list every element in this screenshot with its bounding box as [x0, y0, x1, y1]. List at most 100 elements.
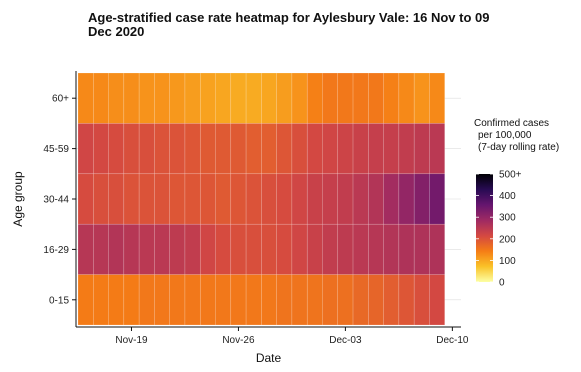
- heatmap-cell: [184, 173, 201, 225]
- heatmap-cell: [429, 274, 445, 326]
- heatmap-cell: [230, 223, 247, 275]
- heatmap-cell: [245, 173, 262, 225]
- heatmap-cell: [77, 123, 94, 175]
- legend-tick-label: 500+: [499, 170, 522, 181]
- heatmap-cell: [261, 123, 277, 175]
- y-tick-label: 60+: [52, 94, 69, 105]
- heatmap-cell: [261, 72, 277, 124]
- heatmap-cell: [261, 173, 277, 225]
- heatmap-cell: [77, 223, 94, 275]
- heatmap-cell: [291, 72, 308, 124]
- y-tick-label: 0-15: [49, 295, 69, 306]
- legend-tick-label: 200: [499, 234, 516, 245]
- heatmap-cell: [93, 274, 109, 326]
- heatmap-cell: [215, 173, 232, 225]
- heatmap-cell: [337, 173, 354, 225]
- heatmap-cell: [368, 223, 384, 275]
- heatmap-cell: [123, 223, 140, 275]
- heatmap-cell: [169, 72, 186, 124]
- heatmap-cell: [138, 123, 155, 175]
- heatmap-cell: [199, 72, 216, 124]
- heatmap-cell: [154, 72, 170, 124]
- heatmap-cell: [93, 173, 109, 225]
- heatmap-cell: [245, 72, 262, 124]
- heatmap-cell: [154, 223, 170, 275]
- heatmap-cell: [276, 123, 293, 175]
- heatmap-cell: [108, 72, 125, 124]
- legend-title-line: per 100,000: [478, 130, 532, 141]
- heatmap-cell: [184, 72, 201, 124]
- heatmap-cell: [154, 123, 170, 175]
- heatmap-cell: [322, 123, 339, 175]
- heatmap-cell: [276, 173, 293, 225]
- heatmap-cell: [429, 72, 445, 124]
- heatmap-cell: [184, 123, 201, 175]
- heatmap-cell: [230, 173, 247, 225]
- heatmap-cell: [215, 274, 232, 326]
- heatmap-cell: [383, 274, 400, 326]
- heatmap-cell: [154, 274, 170, 326]
- heatmap-cell: [337, 123, 354, 175]
- heatmap-cell: [413, 123, 430, 175]
- heatmap-cell: [398, 72, 415, 124]
- heatmap-cell: [306, 123, 323, 175]
- heatmap-cell: [123, 72, 140, 124]
- heatmap-cell: [398, 223, 415, 275]
- heatmap-cell: [413, 274, 430, 326]
- legend-tick-label: 300: [499, 213, 516, 224]
- heatmap-cell: [322, 223, 339, 275]
- heatmap-cell: [291, 123, 308, 175]
- heatmap-cell: [169, 223, 186, 275]
- heatmap-cell: [368, 123, 384, 175]
- heatmap-cell: [215, 223, 232, 275]
- heatmap-cell: [123, 274, 140, 326]
- heatmap-cell: [413, 72, 430, 124]
- heatmap-cell: [93, 223, 109, 275]
- heatmap-cell: [245, 274, 262, 326]
- y-tick-label: 45-59: [43, 144, 69, 155]
- heatmap-cell: [276, 274, 293, 326]
- heatmap-cell: [306, 223, 323, 275]
- heatmap-cell: [413, 173, 430, 225]
- legend-tick-label: 100: [499, 256, 516, 267]
- x-axis-title: Date: [256, 351, 282, 365]
- heatmap-cell: [77, 274, 94, 326]
- heatmap-cell: [291, 274, 308, 326]
- heatmap-cell: [169, 123, 186, 175]
- heatmap-cell: [276, 223, 293, 275]
- legend-tick-label: 0: [499, 278, 505, 289]
- heatmap-cell: [368, 173, 384, 225]
- chart-title-line: Age-stratified case rate heatmap for Ayl…: [88, 10, 489, 25]
- heatmap-cell: [199, 173, 216, 225]
- legend-color-bar: [476, 174, 493, 282]
- heatmap-cell: [352, 223, 369, 275]
- heatmap-cell: [108, 173, 125, 225]
- heatmap-cell: [306, 173, 323, 225]
- heatmap-cell: [215, 123, 232, 175]
- chart-title-line: Dec 2020: [88, 24, 144, 39]
- x-tick-label: Nov-26: [222, 335, 255, 346]
- legend-title-line: Confirmed cases: [474, 118, 549, 129]
- heatmap-cell: [306, 72, 323, 124]
- x-tick-label: Nov-19: [115, 335, 148, 346]
- x-tick-label: Dec-10: [436, 335, 469, 346]
- legend-title-line: (7-day rolling rate): [478, 142, 559, 153]
- heatmap-cell: [413, 223, 430, 275]
- y-tick-label: 30-44: [43, 195, 69, 206]
- heatmap-cell: [352, 72, 369, 124]
- heatmap-cell: [138, 173, 155, 225]
- heatmap-cell: [108, 123, 125, 175]
- heatmap-cell: [383, 72, 400, 124]
- heatmap-cell: [215, 72, 232, 124]
- heatmap-cell: [337, 72, 354, 124]
- heatmap-cell: [429, 173, 445, 225]
- heatmap-cell: [368, 72, 384, 124]
- heatmap-cell: [383, 123, 400, 175]
- heatmap-cell: [138, 72, 155, 124]
- heatmap-cell: [245, 123, 262, 175]
- heatmap-cell: [230, 72, 247, 124]
- x-tick-labels: Nov-19 Nov-26 Dec-03 Dec-10: [115, 327, 469, 346]
- heatmap-cell: [398, 274, 415, 326]
